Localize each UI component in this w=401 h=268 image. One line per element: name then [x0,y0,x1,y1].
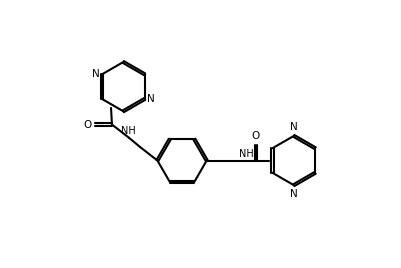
Text: N: N [289,122,297,132]
Text: N: N [146,94,154,104]
Text: N: N [289,189,297,199]
Text: NH: NH [121,126,135,136]
Text: NH: NH [238,149,253,159]
Text: O: O [251,131,259,141]
Text: N: N [92,69,100,79]
Text: O: O [83,120,92,129]
